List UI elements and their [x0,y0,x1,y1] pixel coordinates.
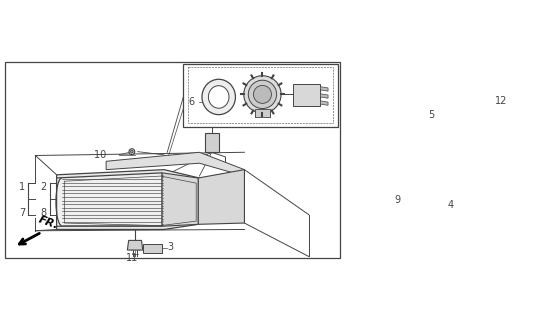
Ellipse shape [248,80,277,108]
Polygon shape [321,101,328,105]
Polygon shape [143,244,162,252]
Polygon shape [321,94,328,98]
Polygon shape [321,87,328,91]
Ellipse shape [479,152,502,175]
Ellipse shape [473,147,507,180]
Polygon shape [128,240,143,250]
Polygon shape [106,152,244,176]
Ellipse shape [129,149,135,155]
Ellipse shape [483,156,497,170]
Polygon shape [205,133,219,152]
Ellipse shape [379,174,386,186]
Text: 3: 3 [167,242,174,252]
Text: 4: 4 [447,200,453,210]
Ellipse shape [244,76,281,113]
Text: 2: 2 [41,182,47,192]
Text: 6: 6 [188,97,194,107]
Polygon shape [293,84,321,106]
Ellipse shape [400,178,403,181]
Text: 1: 1 [19,182,26,192]
Polygon shape [57,170,199,229]
Text: 5: 5 [428,110,434,120]
Polygon shape [255,108,270,117]
Polygon shape [162,173,198,226]
Ellipse shape [394,178,398,181]
Ellipse shape [254,85,271,103]
Text: 9: 9 [394,196,400,205]
Polygon shape [505,154,524,168]
Ellipse shape [131,150,133,153]
Ellipse shape [209,86,229,108]
Text: 7: 7 [19,208,26,218]
Polygon shape [57,173,162,226]
Ellipse shape [202,79,235,115]
Ellipse shape [437,154,470,189]
Polygon shape [198,170,244,224]
Text: 11: 11 [126,253,138,263]
Ellipse shape [406,174,414,186]
Text: 10: 10 [94,150,109,160]
Text: 12: 12 [495,96,508,106]
Ellipse shape [443,161,464,182]
Text: 8: 8 [41,208,47,218]
Ellipse shape [393,175,404,184]
Polygon shape [383,174,411,186]
Text: FR.: FR. [38,214,60,231]
